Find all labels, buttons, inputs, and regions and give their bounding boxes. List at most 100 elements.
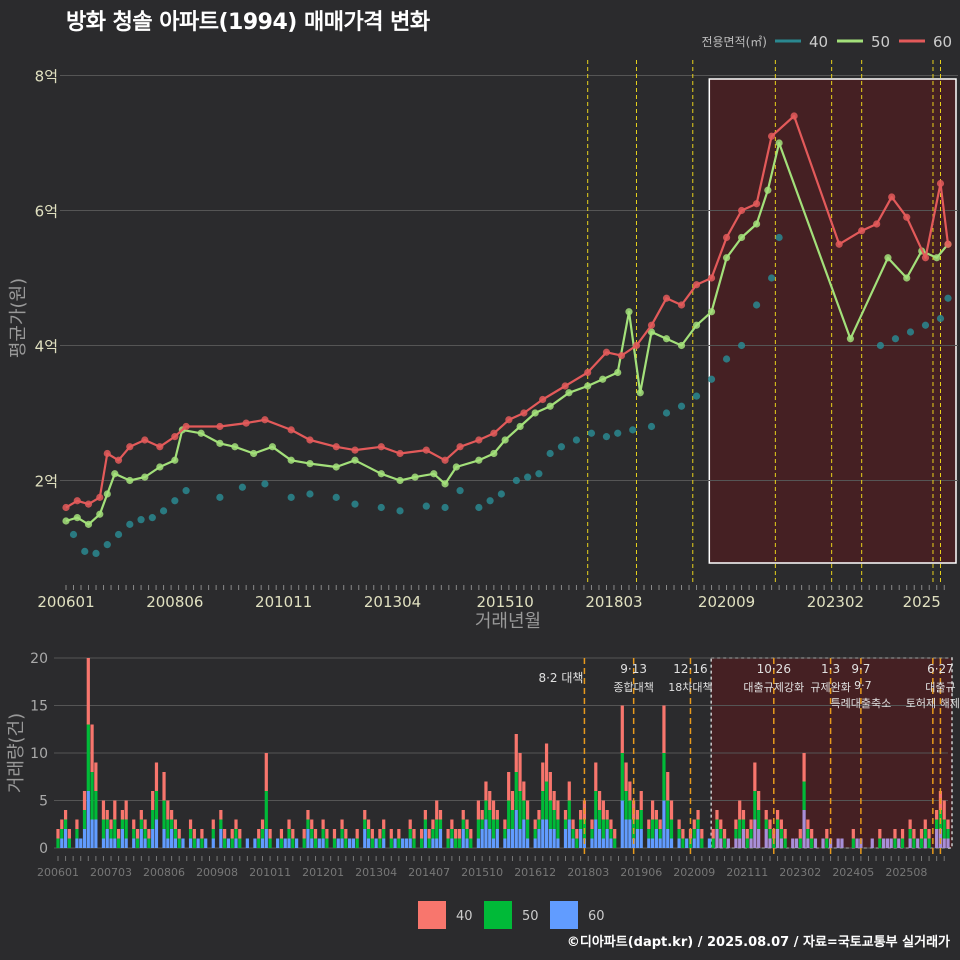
volume-bar-60 bbox=[507, 829, 511, 848]
volume-bar-40 bbox=[579, 810, 583, 820]
volume-bar-40 bbox=[518, 753, 522, 791]
volume-bar-40 bbox=[116, 829, 121, 839]
volume-bar-60 bbox=[382, 838, 386, 848]
volume-bar-50 bbox=[257, 838, 261, 848]
volume-bar-50 bbox=[378, 838, 382, 848]
point-50 bbox=[475, 456, 483, 464]
volume-bar-50 bbox=[344, 838, 348, 848]
point-50 bbox=[501, 436, 509, 444]
volume-bar-60 bbox=[393, 838, 397, 848]
volume-bar-50 bbox=[264, 791, 268, 829]
point-40 bbox=[456, 487, 464, 495]
point-50 bbox=[73, 514, 81, 522]
volume-bar-40 bbox=[63, 810, 68, 820]
volume-bar-60 bbox=[476, 838, 480, 848]
point-60 bbox=[647, 321, 656, 329]
point-50 bbox=[884, 254, 892, 262]
volume-bar-60 bbox=[840, 838, 844, 848]
volume-bar-40 bbox=[503, 819, 507, 829]
footer-credit: ©디아파트(dapt.kr) / 2025.08.07 / 자료=국토교통부 실… bbox=[566, 935, 950, 950]
volume-x-tick-label: 200703 bbox=[90, 866, 132, 879]
volume-bar-60 bbox=[609, 838, 613, 848]
volume-bar-60 bbox=[526, 838, 530, 848]
volume-bar-40 bbox=[435, 800, 439, 820]
volume-bar-50 bbox=[510, 810, 515, 829]
volume-bar-50 bbox=[802, 781, 806, 810]
point-50 bbox=[647, 328, 656, 336]
point-60 bbox=[103, 449, 111, 458]
point-60 bbox=[944, 240, 952, 248]
volume-bar-50 bbox=[775, 819, 780, 829]
volume-bar-50 bbox=[389, 838, 393, 848]
point-50 bbox=[171, 456, 179, 464]
volume-bar-40 bbox=[461, 810, 465, 820]
volume-bar-50 bbox=[423, 819, 427, 829]
volume-bar-50 bbox=[571, 829, 575, 839]
volume-bar-50 bbox=[635, 819, 640, 829]
point-50 bbox=[377, 470, 385, 478]
volume-bar-60 bbox=[715, 829, 719, 848]
volume-x-tick-label: 202405 bbox=[832, 866, 874, 879]
volume-legend-label-50: 50 bbox=[522, 909, 539, 924]
volume-bar-50 bbox=[548, 800, 552, 829]
volume-bar-50 bbox=[935, 819, 939, 829]
volume-bar-50 bbox=[109, 829, 113, 839]
volume-bar-50 bbox=[60, 829, 64, 839]
volume-bar-40 bbox=[480, 810, 484, 820]
point-60 bbox=[584, 368, 592, 377]
volume-bar-40 bbox=[173, 819, 178, 829]
volume-bar-40 bbox=[738, 800, 742, 820]
volume-bar-40 bbox=[135, 829, 140, 839]
point-60 bbox=[306, 436, 314, 444]
volume-bar-50 bbox=[825, 838, 829, 848]
volume-bar-60 bbox=[647, 838, 651, 848]
volume-bar-60 bbox=[253, 838, 257, 848]
volume-bar-50 bbox=[942, 819, 946, 839]
point-60 bbox=[84, 500, 93, 508]
volume-bar-50 bbox=[522, 800, 526, 820]
point-60 bbox=[332, 443, 340, 451]
point-40 bbox=[126, 520, 134, 528]
point-60 bbox=[287, 426, 295, 434]
volume-bar-60 bbox=[113, 838, 117, 848]
volume-bar-60 bbox=[143, 838, 147, 848]
volume-bar-50 bbox=[719, 829, 723, 839]
volume-bar-60 bbox=[260, 838, 265, 848]
volume-bar-60 bbox=[768, 838, 772, 848]
volume-bar-40 bbox=[419, 829, 424, 839]
volume-bar-50 bbox=[900, 838, 905, 848]
volume-bar-60 bbox=[211, 838, 215, 848]
volume-bar-40 bbox=[764, 810, 768, 820]
volume-bar-40 bbox=[620, 705, 624, 753]
volume-bar-50 bbox=[454, 838, 458, 848]
volume-bar-40 bbox=[741, 810, 746, 820]
point-50 bbox=[452, 463, 460, 471]
volume-bar-60 bbox=[719, 838, 723, 848]
volume-bar-40 bbox=[654, 810, 658, 820]
policy-sublabel: 대출규제강화 bbox=[743, 681, 804, 694]
volume-bar-50 bbox=[476, 819, 480, 839]
volume-bar-60 bbox=[590, 838, 594, 848]
volume-bar-50 bbox=[465, 829, 469, 839]
volume-bar-60 bbox=[310, 838, 314, 848]
volume-bar-60 bbox=[124, 838, 128, 848]
volume-bar-50 bbox=[177, 838, 181, 848]
volume-bar-40 bbox=[438, 810, 443, 820]
point-50 bbox=[216, 439, 224, 447]
volume-x-tick-label: 201407 bbox=[408, 866, 450, 879]
volume-bar-60 bbox=[556, 838, 560, 848]
volume-bar-50 bbox=[431, 829, 435, 839]
volume-bar-50 bbox=[613, 838, 617, 848]
point-60 bbox=[539, 395, 547, 404]
volume-bar-50 bbox=[412, 838, 416, 848]
volume-bar-60 bbox=[438, 829, 443, 848]
point-40 bbox=[159, 507, 168, 515]
volume-bar-60 bbox=[836, 838, 840, 848]
volume-bar-40 bbox=[94, 762, 98, 791]
x-tick-label: 201011 bbox=[255, 593, 312, 611]
volume-bar-40 bbox=[86, 658, 90, 725]
volume-bar-50 bbox=[768, 829, 772, 839]
point-50 bbox=[707, 308, 716, 316]
volume-bar-60 bbox=[287, 838, 291, 848]
legend-label-60: 60 bbox=[933, 33, 952, 51]
